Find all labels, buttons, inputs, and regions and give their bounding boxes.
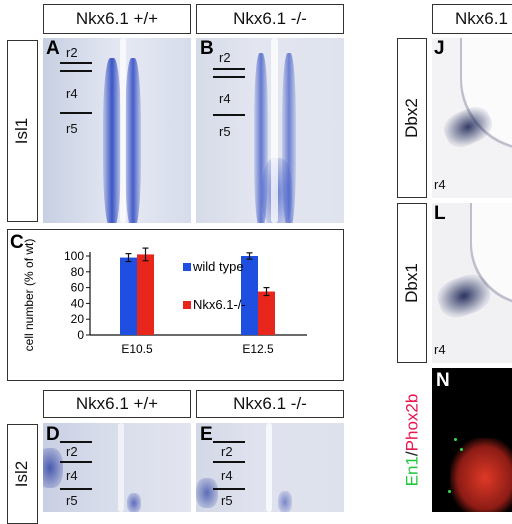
r5-line-d bbox=[60, 488, 92, 490]
row-label-isl2: Isl2 bbox=[7, 424, 38, 524]
row-label-sep: / bbox=[402, 451, 421, 457]
row-label-isl2-text: Isl2 bbox=[12, 460, 32, 488]
panel-label-a: A bbox=[46, 38, 60, 59]
y-tick-label-80: 80 bbox=[71, 265, 85, 279]
x-tick-label-E12.5: E12.5 bbox=[242, 342, 274, 356]
r2-label-b: r2 bbox=[219, 50, 231, 65]
header-ko-top-text: Nkx6.1 -/- bbox=[233, 9, 307, 28]
panel-l-image bbox=[432, 203, 512, 363]
panel-label-c: C bbox=[10, 232, 24, 253]
x-tick-label-E10.5: E10.5 bbox=[121, 342, 153, 356]
r5-line-a bbox=[60, 112, 92, 114]
y-tick-label-0: 0 bbox=[77, 328, 84, 342]
y-tick-label-20: 20 bbox=[71, 312, 85, 326]
row-label-dbx2: Dbx2 bbox=[397, 38, 427, 198]
header-wt-bottom: Nkx6.1 +/+ bbox=[43, 390, 191, 418]
row-label-isl1: Isl1 bbox=[7, 40, 38, 222]
panel-d-image bbox=[43, 423, 191, 512]
panel-d-midline bbox=[118, 423, 124, 512]
r4-label-a: r4 bbox=[66, 86, 78, 101]
panel-label-d: D bbox=[46, 424, 60, 445]
r5-line-b bbox=[213, 114, 245, 116]
r4-line-b-top bbox=[213, 76, 245, 78]
r4-label-d: r4 bbox=[66, 468, 78, 483]
r2-label-e: r2 bbox=[221, 444, 233, 459]
panel-a-image bbox=[43, 38, 191, 223]
legend-swatch-1 bbox=[183, 301, 191, 309]
r2-label-a: r2 bbox=[66, 45, 78, 60]
bar-E10.5-0 bbox=[120, 257, 137, 335]
panel-d-blob-left bbox=[43, 448, 63, 488]
r5-label-e: r5 bbox=[221, 493, 233, 508]
panel-label-l: L bbox=[434, 203, 446, 224]
legend-swatch-0 bbox=[183, 263, 191, 271]
panel-d-blob-bottom bbox=[127, 493, 141, 512]
panel-b-midline bbox=[271, 38, 278, 223]
y-tick-label-60: 60 bbox=[71, 281, 85, 295]
r4-label-b: r4 bbox=[219, 91, 231, 106]
row-label-dbx1-text: Dbx1 bbox=[402, 263, 421, 303]
header-right-text: Nkx6.1 bbox=[455, 9, 508, 28]
header-ko-bottom-text: Nkx6.1 -/- bbox=[233, 394, 307, 413]
panel-e-blob-left bbox=[196, 478, 218, 508]
row-label-isl1-text: Isl1 bbox=[12, 117, 32, 145]
bar-E12.5-1 bbox=[258, 291, 275, 335]
r4-label-e: r4 bbox=[221, 468, 233, 483]
r4-line-d-top bbox=[60, 461, 92, 463]
bar-E12.5-0 bbox=[241, 256, 258, 335]
panel-b-image bbox=[196, 38, 344, 223]
panel-e-blob-bottom bbox=[278, 491, 292, 512]
row-label-dbx1: Dbx1 bbox=[397, 203, 427, 363]
panel-e-image bbox=[196, 423, 344, 512]
y-axis-label: cell number (% of wt) bbox=[22, 239, 36, 352]
header-right: Nkx6.1 bbox=[432, 4, 512, 34]
r2-label-d: r2 bbox=[66, 444, 78, 459]
r5-label-a: r5 bbox=[66, 121, 78, 136]
panel-n-green-dot-3 bbox=[448, 490, 451, 493]
panel-j-image bbox=[432, 38, 512, 198]
r2-line-b bbox=[213, 68, 245, 70]
header-wt-top-text: Nkx6.1 +/+ bbox=[75, 9, 159, 28]
header-wt-bottom-text: Nkx6.1 +/+ bbox=[75, 394, 159, 413]
row-label-en1-phox2b: En1/Phox2b bbox=[397, 368, 427, 512]
r5-label-d: r5 bbox=[66, 493, 78, 508]
r4-line-e-top bbox=[213, 461, 245, 463]
panel-n-green-dot-2 bbox=[460, 448, 463, 451]
bar-E10.5-1 bbox=[137, 254, 154, 335]
panel-label-j: J bbox=[434, 38, 445, 59]
panel-a-band-right bbox=[125, 58, 141, 223]
panel-a-band-left bbox=[103, 58, 121, 223]
row-label-dbx2-text: Dbx2 bbox=[402, 98, 421, 138]
r4-line-a-top bbox=[60, 70, 92, 72]
row-label-phox2b: Phox2b bbox=[402, 393, 421, 452]
panel-label-n: N bbox=[436, 370, 450, 391]
r5-line-e bbox=[213, 488, 245, 490]
y-tick-label-100: 100 bbox=[64, 249, 84, 263]
panel-label-e: E bbox=[200, 424, 213, 445]
r4-label-l: r4 bbox=[434, 342, 446, 357]
row-label-en1: En1 bbox=[402, 456, 421, 487]
panel-e-midline bbox=[266, 423, 272, 512]
panel-n-green-dot-1 bbox=[454, 438, 457, 441]
panel-a-midline bbox=[120, 38, 126, 223]
header-wt-top: Nkx6.1 +/+ bbox=[43, 4, 191, 34]
r4-label-j: r4 bbox=[434, 177, 446, 192]
legend-label-0: wild type bbox=[192, 259, 244, 274]
header-ko-top: Nkx6.1 -/- bbox=[196, 4, 344, 34]
r2-line-e bbox=[213, 441, 245, 443]
r2-line-d bbox=[60, 441, 92, 443]
panel-label-b: B bbox=[200, 38, 214, 59]
chart-panel-c bbox=[7, 229, 344, 381]
legend-label-1: Nkx6.1-/- bbox=[193, 297, 246, 312]
r2-line-a bbox=[60, 62, 92, 64]
header-ko-bottom: Nkx6.1 -/- bbox=[196, 390, 344, 418]
y-tick-label-40: 40 bbox=[71, 296, 85, 310]
panel-n-image bbox=[432, 368, 512, 512]
r5-label-b: r5 bbox=[219, 124, 231, 139]
